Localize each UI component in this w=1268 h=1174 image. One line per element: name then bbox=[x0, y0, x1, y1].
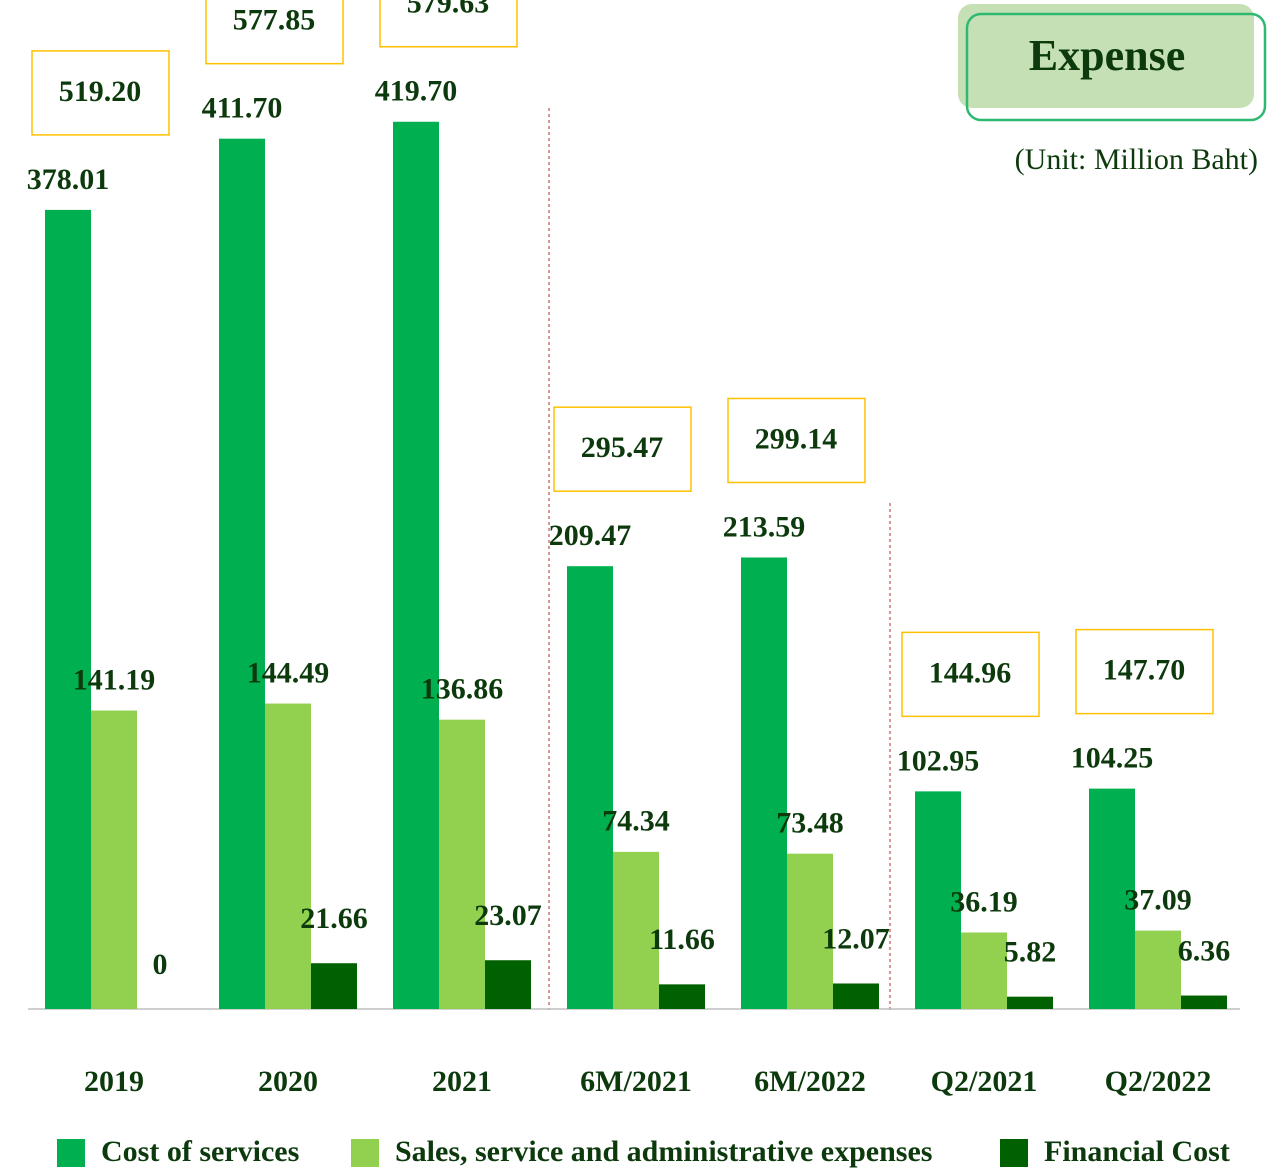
x-tick-label: 6M/2022 bbox=[754, 1065, 866, 1098]
data-label: 23.07 bbox=[474, 899, 542, 932]
total-box bbox=[31, 50, 170, 136]
legend-label: Financial Cost bbox=[1044, 1135, 1230, 1168]
bar bbox=[961, 932, 1007, 1009]
bar bbox=[311, 963, 357, 1009]
data-label: 102.95 bbox=[897, 744, 980, 777]
data-label: 378.01 bbox=[27, 163, 110, 196]
title-badge bbox=[958, 4, 1254, 108]
bar bbox=[659, 984, 705, 1009]
legend-swatch bbox=[1000, 1139, 1028, 1167]
total-label: 519.20 bbox=[59, 75, 142, 108]
bar bbox=[915, 791, 961, 1009]
bar bbox=[1007, 996, 1053, 1009]
bar bbox=[265, 703, 311, 1009]
data-label: 411.70 bbox=[202, 92, 283, 125]
data-label: 11.66 bbox=[649, 923, 715, 956]
bar bbox=[1135, 930, 1181, 1009]
bar bbox=[613, 851, 659, 1009]
bar bbox=[485, 960, 531, 1009]
chart-title: Expense bbox=[1029, 31, 1185, 80]
bar bbox=[439, 719, 485, 1009]
legend-swatch bbox=[57, 1139, 85, 1167]
x-tick-label: 2021 bbox=[432, 1065, 492, 1098]
data-label: 419.70 bbox=[375, 75, 458, 108]
x-tick-label: Q2/2022 bbox=[1105, 1065, 1212, 1098]
total-label: 144.96 bbox=[929, 656, 1012, 689]
data-label: 0 bbox=[153, 948, 168, 981]
title-badge-border bbox=[965, 12, 1267, 122]
data-label: 5.82 bbox=[1004, 936, 1057, 969]
data-label: 74.34 bbox=[602, 805, 670, 838]
bar bbox=[833, 983, 879, 1009]
bar bbox=[741, 557, 787, 1009]
total-label: 295.47 bbox=[581, 431, 664, 464]
total-box bbox=[205, 0, 344, 65]
data-label: 73.48 bbox=[776, 807, 844, 840]
bar bbox=[1089, 788, 1135, 1009]
data-label: 213.59 bbox=[723, 510, 806, 543]
total-label: 299.14 bbox=[755, 422, 838, 455]
bar bbox=[1181, 995, 1227, 1009]
legend-swatch bbox=[351, 1139, 379, 1167]
total-label: 577.85 bbox=[233, 4, 316, 37]
data-label: 141.19 bbox=[73, 663, 156, 696]
bar bbox=[91, 710, 137, 1009]
data-label: 12.07 bbox=[822, 922, 890, 955]
total-box bbox=[1075, 628, 1214, 715]
bar bbox=[219, 138, 265, 1009]
x-tick-label: 2019 bbox=[84, 1065, 144, 1098]
bar bbox=[45, 209, 91, 1010]
data-label: 36.19 bbox=[950, 885, 1018, 918]
subtitle: (Unit: Million Baht) bbox=[1015, 143, 1258, 176]
legend-label: Cost of services bbox=[101, 1135, 299, 1168]
x-tick-label: 2020 bbox=[258, 1065, 318, 1098]
data-label: 37.09 bbox=[1124, 883, 1192, 916]
data-label: 21.66 bbox=[300, 902, 368, 935]
bar bbox=[567, 566, 613, 1009]
legend-label: Sales, service and administrative expens… bbox=[395, 1135, 932, 1168]
total-box bbox=[901, 631, 1040, 718]
bar bbox=[393, 121, 439, 1009]
x-tick-label: 6M/2021 bbox=[580, 1065, 692, 1098]
total-box bbox=[727, 397, 866, 484]
x-tick-label: Q2/2021 bbox=[931, 1065, 1038, 1098]
total-box bbox=[379, 0, 518, 48]
total-box bbox=[553, 406, 692, 492]
bar bbox=[787, 853, 833, 1009]
total-label: 147.70 bbox=[1103, 654, 1186, 687]
data-label: 136.86 bbox=[421, 673, 504, 706]
total-label: 579.63 bbox=[407, 0, 490, 20]
data-label: 104.25 bbox=[1071, 742, 1154, 775]
data-label: 6.36 bbox=[1178, 934, 1231, 967]
data-label: 144.49 bbox=[247, 656, 330, 689]
data-label: 209.47 bbox=[549, 519, 632, 552]
